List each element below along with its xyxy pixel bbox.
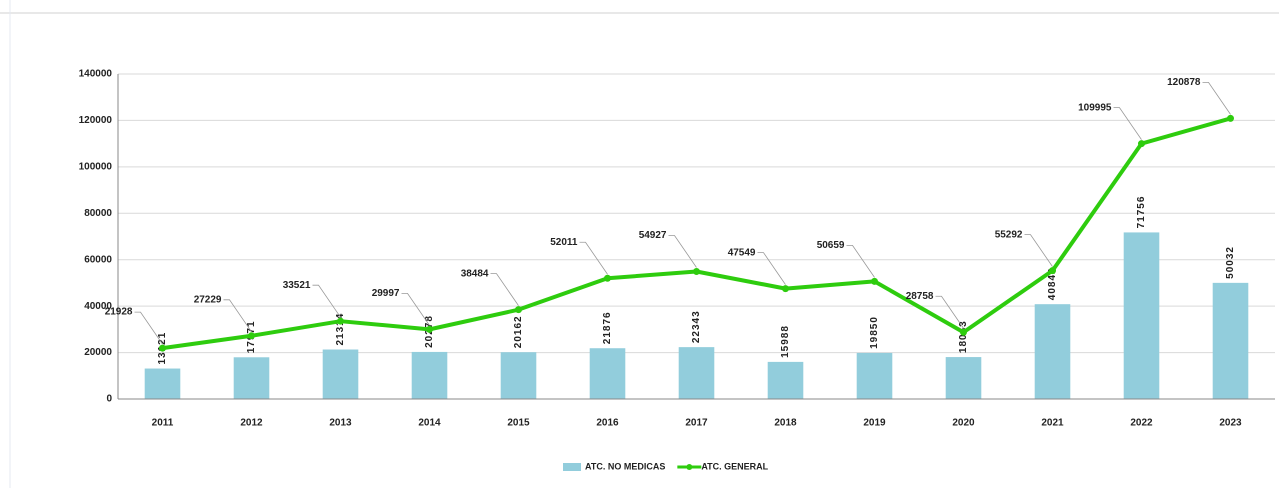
line-marker bbox=[1049, 267, 1056, 275]
line-marker bbox=[960, 328, 967, 336]
x-tick-label: 2019 bbox=[863, 418, 886, 429]
leader-line bbox=[223, 299, 252, 333]
bar bbox=[233, 357, 270, 399]
bar bbox=[1034, 304, 1071, 399]
x-tick-label: 2021 bbox=[1041, 418, 1064, 429]
line-marker bbox=[515, 306, 522, 314]
line-value-label: 109995 bbox=[1078, 102, 1112, 113]
y-tick-label: 120000 bbox=[79, 115, 113, 126]
bar-value-label: 19850 bbox=[869, 316, 880, 349]
x-tick-label: 2011 bbox=[152, 418, 174, 429]
line-value-label: 27229 bbox=[194, 294, 222, 305]
bar bbox=[767, 361, 804, 399]
leader-line bbox=[490, 273, 519, 306]
bar bbox=[945, 357, 982, 399]
y-tick-label: 100000 bbox=[79, 161, 113, 172]
legend-swatch bbox=[563, 463, 581, 471]
y-tick-label: 0 bbox=[106, 394, 112, 405]
line-marker bbox=[248, 332, 255, 340]
bar-value-label: 15988 bbox=[780, 325, 791, 358]
bar bbox=[589, 348, 626, 399]
line-marker bbox=[1138, 140, 1145, 148]
line-value-label: 55292 bbox=[995, 229, 1023, 240]
y-tick-label: 40000 bbox=[84, 301, 112, 312]
x-tick-label: 2015 bbox=[507, 418, 530, 429]
line-marker bbox=[871, 277, 878, 285]
leader-line bbox=[1113, 107, 1142, 140]
line-value-label: 47549 bbox=[728, 247, 756, 258]
leader-line bbox=[134, 311, 163, 345]
x-tick-label: 2016 bbox=[596, 418, 619, 429]
line-marker bbox=[337, 317, 344, 325]
bar bbox=[411, 351, 448, 399]
legend-swatch bbox=[686, 464, 693, 470]
leader-line bbox=[935, 295, 964, 329]
line-value-label: 33521 bbox=[283, 280, 311, 291]
legend-label: ATC. NO MEDICAS bbox=[585, 461, 665, 471]
line-marker bbox=[693, 267, 700, 275]
y-tick-label: 60000 bbox=[84, 254, 112, 265]
bar-value-label: 22343 bbox=[691, 310, 702, 343]
line-marker bbox=[426, 325, 433, 333]
bar bbox=[856, 352, 893, 399]
x-tick-label: 2018 bbox=[774, 418, 797, 429]
line-value-label: 21928 bbox=[105, 307, 133, 318]
leader-line bbox=[312, 284, 341, 318]
leader-line bbox=[579, 241, 608, 275]
line-value-label: 28758 bbox=[906, 291, 934, 302]
legend-label: ATC. GENERAL bbox=[701, 461, 768, 471]
bar-value-label: 71756 bbox=[1136, 196, 1147, 229]
leader-line bbox=[1202, 81, 1231, 115]
leader-line bbox=[668, 235, 697, 268]
line-marker bbox=[1227, 114, 1234, 122]
bar bbox=[1123, 232, 1160, 399]
line-marker bbox=[782, 285, 789, 293]
bar-value-label: 40842 bbox=[1047, 267, 1058, 300]
bar-value-label: 50032 bbox=[1225, 246, 1236, 279]
x-tick-label: 2023 bbox=[1219, 418, 1242, 429]
leader-line bbox=[757, 252, 786, 285]
bar-value-label: 18063 bbox=[958, 320, 969, 353]
leader-line bbox=[1024, 234, 1053, 267]
line-marker bbox=[604, 274, 611, 282]
bar bbox=[144, 368, 181, 399]
y-tick-label: 80000 bbox=[84, 208, 112, 219]
x-tick-label: 2020 bbox=[952, 418, 975, 429]
bar bbox=[322, 349, 359, 399]
bar bbox=[500, 352, 537, 399]
line-value-label: 29997 bbox=[372, 288, 400, 299]
leader-line bbox=[401, 292, 430, 326]
x-tick-label: 2012 bbox=[240, 418, 263, 429]
line-value-label: 120878 bbox=[1167, 77, 1201, 88]
bar bbox=[1212, 282, 1249, 399]
x-tick-label: 2014 bbox=[418, 418, 441, 429]
leader-line bbox=[846, 244, 875, 278]
x-tick-label: 2017 bbox=[685, 418, 708, 429]
line-marker bbox=[159, 344, 166, 352]
line-value-label: 54927 bbox=[639, 230, 667, 241]
bar-value-label: 21876 bbox=[602, 311, 613, 344]
bar bbox=[678, 347, 715, 399]
line-value-label: 50659 bbox=[817, 240, 845, 251]
x-tick-label: 2013 bbox=[329, 418, 352, 429]
line-value-label: 52011 bbox=[550, 237, 578, 248]
bar-value-label: 21314 bbox=[335, 313, 346, 346]
bar-value-label: 20162 bbox=[513, 315, 524, 348]
x-tick-label: 2022 bbox=[1130, 418, 1153, 429]
y-tick-label: 140000 bbox=[79, 69, 113, 80]
y-tick-label: 20000 bbox=[84, 347, 112, 358]
line-value-label: 38484 bbox=[461, 268, 489, 279]
